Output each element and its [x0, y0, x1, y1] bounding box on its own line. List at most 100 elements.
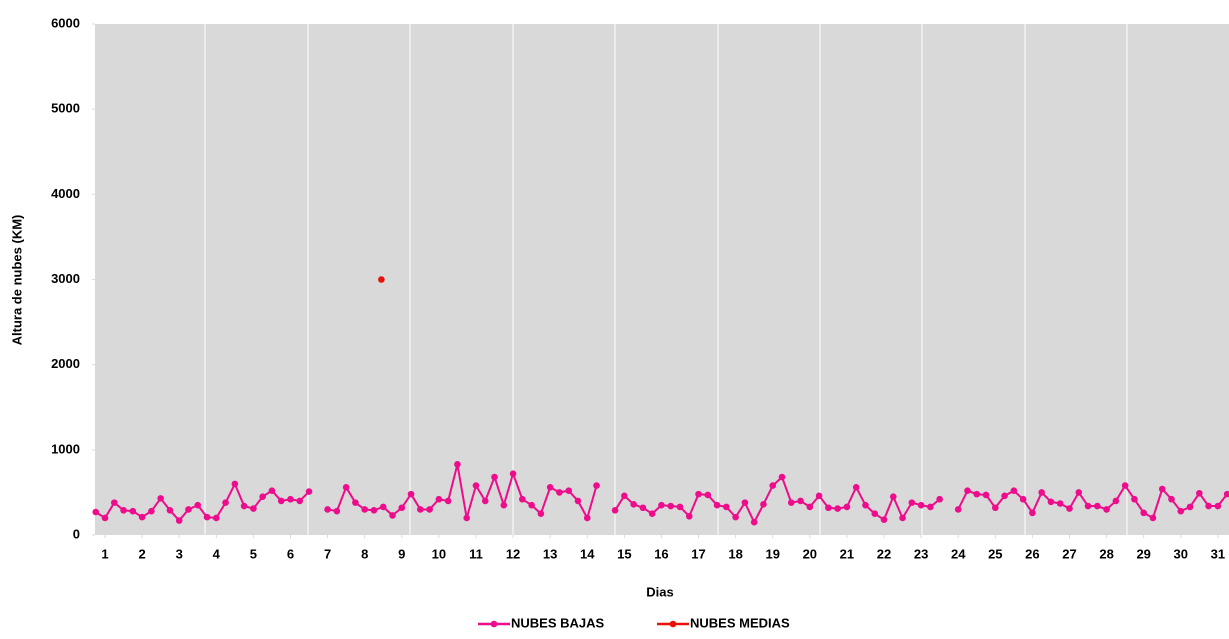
x-axis-title: Dias [646, 584, 673, 599]
point [259, 493, 266, 500]
legend-label: NUBES MEDIAS [690, 615, 790, 630]
x-tick-label: 29 [1136, 546, 1150, 561]
x-tick-label: 23 [914, 546, 928, 561]
point [648, 510, 656, 518]
x-tick-label: 18 [728, 546, 742, 561]
point [1149, 514, 1157, 522]
point [240, 502, 248, 510]
point [1205, 502, 1212, 510]
point [639, 504, 647, 512]
point [500, 501, 508, 509]
point [287, 495, 294, 503]
plot-area [95, 24, 1229, 535]
point [621, 492, 628, 500]
point [695, 490, 702, 498]
point [713, 501, 721, 509]
point [593, 482, 600, 489]
point [815, 492, 823, 500]
point [630, 501, 637, 508]
point [667, 502, 675, 510]
point [676, 503, 684, 511]
x-tick-label: 5 [250, 546, 257, 561]
x-tick-label: 20 [803, 546, 817, 561]
point [992, 504, 999, 512]
x-tick-label: 30 [1174, 546, 1188, 561]
legend-marker [490, 620, 498, 628]
x-tick-label: 2 [138, 546, 145, 561]
point [760, 501, 767, 508]
point [222, 499, 229, 506]
point [370, 507, 378, 514]
point [175, 517, 183, 524]
x-tick-label: 26 [1025, 546, 1039, 561]
series-line [95, 464, 1228, 525]
x-tick-label: 19 [765, 546, 779, 561]
point [444, 497, 452, 505]
point [138, 513, 146, 521]
point [519, 495, 526, 503]
point [871, 510, 879, 518]
point [472, 482, 480, 489]
point [185, 506, 192, 513]
y-tick-label: 1000 [51, 441, 80, 456]
point [509, 470, 517, 477]
point [908, 499, 916, 506]
point [964, 487, 971, 495]
point [936, 495, 943, 503]
point [880, 516, 888, 523]
x-tick-label: 3 [176, 546, 183, 561]
point [574, 497, 582, 505]
point [927, 503, 934, 511]
point [1214, 502, 1222, 510]
point [435, 495, 443, 503]
point [973, 490, 981, 498]
point [583, 514, 591, 522]
point [213, 514, 220, 522]
point [1019, 495, 1027, 503]
point [852, 484, 860, 491]
x-tick-label: 28 [1099, 546, 1113, 561]
x-tick-label: 7 [324, 546, 331, 561]
point [1140, 509, 1147, 517]
point [426, 506, 433, 513]
y-tick-label: 2000 [51, 356, 80, 371]
point [787, 499, 795, 506]
point [1047, 498, 1055, 506]
point [231, 480, 239, 488]
x-tick-label: 13 [543, 546, 557, 561]
point [732, 513, 739, 521]
point [92, 508, 100, 516]
point [1094, 502, 1101, 510]
point [546, 484, 554, 491]
point [862, 501, 869, 509]
point [203, 513, 211, 521]
point [723, 503, 730, 511]
point [611, 507, 619, 514]
point [556, 489, 563, 496]
x-tick-label: 14 [580, 546, 595, 561]
x-tick-label: 21 [840, 546, 854, 561]
point [769, 482, 777, 489]
x-tick-label: 17 [691, 546, 705, 561]
point [129, 507, 137, 515]
point [1075, 489, 1083, 496]
point [537, 510, 545, 518]
point [528, 501, 535, 509]
point [565, 487, 573, 495]
x-tick-label: 8 [361, 546, 368, 561]
x-tick-label: 11 [469, 546, 483, 561]
y-tick-label: 0 [73, 526, 80, 541]
point [352, 499, 359, 506]
point [1010, 487, 1018, 495]
point [899, 514, 906, 522]
point [333, 507, 341, 515]
point [378, 276, 385, 283]
point [120, 507, 127, 514]
x-tick-label: 10 [432, 546, 446, 561]
point [1177, 507, 1185, 515]
point [741, 499, 749, 506]
point [361, 506, 368, 513]
x-tick-label: 15 [617, 546, 631, 561]
